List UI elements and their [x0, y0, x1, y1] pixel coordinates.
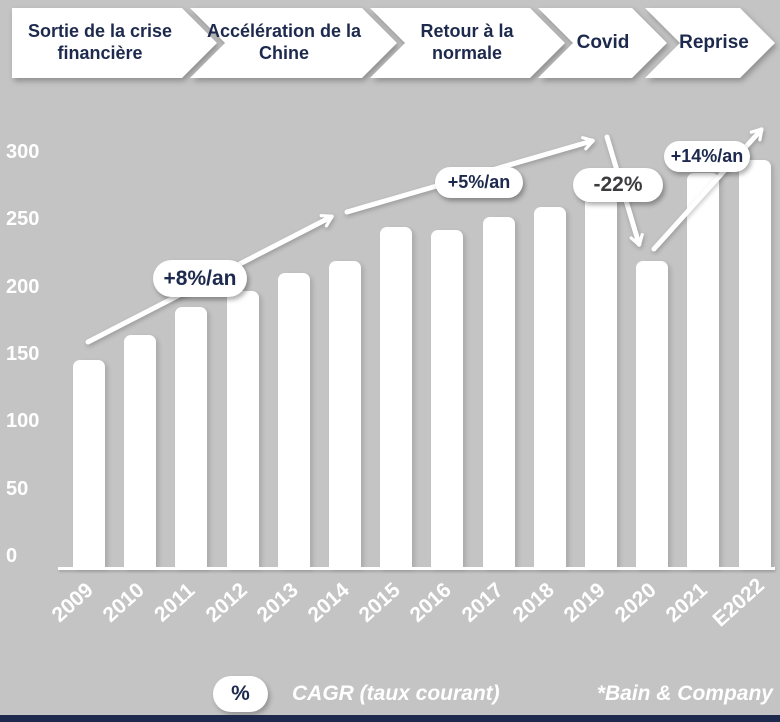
bottom-accent-strip [0, 715, 780, 722]
bar-2016 [431, 229, 464, 568]
bar-2013 [277, 272, 310, 568]
annotation-pill-plus5: +5%/an [435, 167, 523, 198]
annotation-pill-plus14: +14%/an [664, 141, 750, 172]
chevron-shape-5 [645, 8, 775, 78]
y-tick-200: 200 [6, 275, 40, 298]
bar-E2022 [738, 160, 771, 568]
stage-label-reprise: Reprise [679, 32, 749, 54]
y-tick-50: 50 [6, 477, 29, 500]
annotation-pill-minus22: -22% [573, 168, 663, 202]
y-tick-100: 100 [6, 410, 40, 433]
chevron-shape-4 [538, 8, 667, 78]
y-tick-150: 150 [6, 342, 40, 365]
chevron-shape-3 [370, 8, 565, 78]
y-tick-250: 250 [6, 208, 40, 231]
bar-2020 [636, 261, 669, 568]
bar-2017 [482, 217, 515, 568]
bar-2019 [585, 178, 617, 568]
y-tick-300: 300 [6, 140, 40, 163]
bar-2012 [226, 290, 259, 568]
source-attribution: *Bain & Company [596, 682, 773, 705]
legend-cagr-label: CAGR (taux courant) [292, 682, 500, 705]
bar-2021 [687, 172, 720, 568]
annotation-pill-plus8: +8%/an [153, 260, 247, 297]
stage-label-retour-normale: Retour à la normale [420, 21, 514, 63]
stage-label-crise-financiere: Sortie de la crise financière [27, 21, 173, 63]
bar-2010 [124, 334, 157, 568]
x-axis-line [58, 567, 775, 570]
legend-percent-pill: % [213, 676, 268, 712]
chevron-shape-2 [190, 8, 397, 78]
y-tick-0: 0 [6, 545, 18, 567]
bar-2009 [73, 359, 105, 568]
bar-2015 [380, 226, 413, 568]
stage-label-covid: Covid [576, 32, 630, 54]
chevron-shape-1 [12, 8, 217, 78]
bar-2014 [329, 261, 361, 568]
bar-2018 [533, 207, 566, 568]
stage-banner [12, 8, 775, 78]
stage-label-acceleration-chine: Accélération de la Chine [206, 21, 362, 63]
bar-2011 [175, 307, 208, 568]
